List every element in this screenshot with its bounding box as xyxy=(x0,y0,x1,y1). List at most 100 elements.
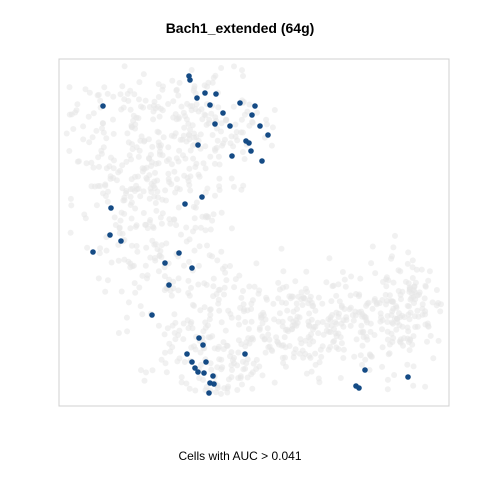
background-cell-point xyxy=(389,299,396,305)
background-cell-point xyxy=(305,318,312,325)
background-cell-point xyxy=(221,291,227,298)
background-cell-point xyxy=(302,350,309,357)
background-cell-point xyxy=(133,243,140,249)
background-cell-point xyxy=(161,264,168,271)
background-cell-point xyxy=(165,144,172,151)
background-cell-point xyxy=(218,366,225,373)
background-cell-point xyxy=(246,122,253,129)
background-cell-point xyxy=(159,152,166,159)
background-cell-point xyxy=(235,337,242,344)
background-cell-point xyxy=(197,361,204,368)
background-cell-point xyxy=(235,349,242,356)
background-cell-point xyxy=(410,363,417,370)
background-cell-point xyxy=(216,161,223,168)
background-cell-point xyxy=(362,356,369,363)
background-cell-point xyxy=(166,179,173,185)
background-cell-point xyxy=(410,287,417,294)
background-cell-point xyxy=(202,143,209,150)
background-cell-point xyxy=(323,279,330,286)
background-cell-point xyxy=(168,161,175,168)
background-cell-point xyxy=(191,134,197,141)
background-cell-point xyxy=(192,106,199,113)
background-cell-point xyxy=(323,327,330,334)
background-cell-point xyxy=(171,330,178,336)
background-cell-point xyxy=(327,344,334,350)
background-cell-point xyxy=(271,107,278,113)
background-cell-point xyxy=(127,225,134,232)
chart-title: Bach1_extended (64g) xyxy=(165,20,315,36)
background-cell-point xyxy=(371,332,378,338)
background-cell-point xyxy=(275,279,282,286)
background-cell-point xyxy=(135,153,142,160)
background-cell-point xyxy=(401,314,408,321)
background-cell-point xyxy=(232,276,239,283)
background-cell-point xyxy=(121,63,128,70)
background-cell-point xyxy=(336,298,343,305)
highlighted-cell-point xyxy=(246,140,252,146)
background-cell-point xyxy=(407,309,414,316)
background-cell-point xyxy=(103,165,110,172)
background-cell-point xyxy=(312,323,319,330)
background-cell-point xyxy=(162,360,169,367)
background-cell-point xyxy=(316,359,323,366)
background-cell-point xyxy=(218,390,224,397)
background-cell-point xyxy=(197,131,204,138)
background-cell-point xyxy=(222,269,229,276)
background-cell-point xyxy=(205,120,212,127)
background-cell-point xyxy=(202,319,209,326)
background-cell-point xyxy=(268,142,275,149)
background-cell-point xyxy=(359,311,366,318)
background-cell-point xyxy=(210,283,217,290)
background-cell-point xyxy=(149,367,156,374)
background-cell-point xyxy=(333,292,340,299)
background-cell-point xyxy=(193,160,200,167)
background-cell-point xyxy=(239,129,246,136)
background-cell-point xyxy=(409,264,416,271)
background-cell-point xyxy=(312,350,319,357)
background-cell-point xyxy=(249,297,256,304)
background-cell-point xyxy=(326,255,333,262)
background-cell-point xyxy=(143,244,150,251)
background-cell-point xyxy=(128,156,135,163)
background-cell-point xyxy=(218,248,225,255)
background-cell-point xyxy=(359,342,366,349)
background-cell-point xyxy=(138,103,144,110)
background-cell-point xyxy=(214,257,221,264)
background-cell-point xyxy=(185,277,192,284)
background-cell-point xyxy=(244,374,251,381)
background-cell-point xyxy=(115,330,122,336)
background-cell-point xyxy=(364,336,371,343)
background-cell-point xyxy=(207,153,214,160)
background-cell-point xyxy=(248,306,255,312)
background-cell-point xyxy=(160,134,167,141)
background-cell-point xyxy=(158,220,165,227)
background-cell-point xyxy=(208,366,215,373)
background-cell-point xyxy=(186,292,193,299)
background-cell-point xyxy=(148,163,155,169)
background-cell-point xyxy=(133,114,140,121)
background-cell-point xyxy=(202,227,209,234)
background-cell-point xyxy=(142,262,149,269)
background-cell-point xyxy=(180,320,187,327)
background-cell-point xyxy=(166,156,172,163)
background-cell-point xyxy=(304,288,311,295)
background-cell-point xyxy=(333,320,340,327)
background-cell-point xyxy=(84,244,91,251)
background-cell-point xyxy=(406,284,413,291)
highlighted-cell-point xyxy=(90,249,96,255)
background-cell-point xyxy=(385,277,392,284)
background-cell-point xyxy=(151,98,158,105)
background-cell-point xyxy=(234,387,241,393)
background-cell-point xyxy=(388,255,395,262)
background-cell-point xyxy=(100,190,106,197)
background-cell-point xyxy=(210,211,217,218)
background-cell-point xyxy=(315,294,322,301)
background-cell-point xyxy=(228,362,235,369)
background-cell-point xyxy=(155,322,162,329)
background-cell-point xyxy=(218,128,224,135)
background-cell-point xyxy=(412,324,419,330)
highlighted-cell-point xyxy=(203,359,209,365)
background-cell-point xyxy=(207,360,214,367)
background-cell-point xyxy=(199,213,206,220)
background-cell-point xyxy=(201,304,208,311)
